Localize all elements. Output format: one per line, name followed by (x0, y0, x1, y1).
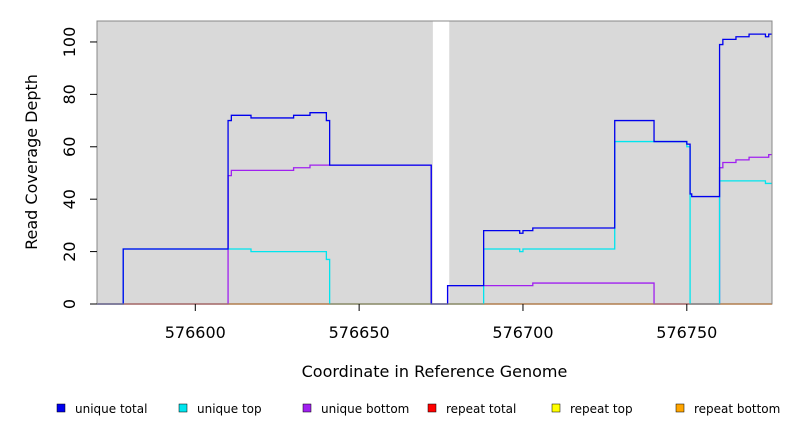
legend-label-unique-total: unique total (75, 402, 147, 416)
legend-label-repeat-bottom: repeat bottom (694, 402, 780, 416)
legend: unique total unique top unique bottom repea… (56, 402, 780, 416)
legend-swatch-unique-bottom (302, 403, 312, 413)
y-tick-label: 80 (60, 84, 79, 104)
legend-swatch-repeat-top (551, 403, 561, 413)
legend-swatch-unique-top (178, 403, 188, 413)
legend-swatch-repeat-bottom (675, 403, 685, 413)
x-tick-label: 576750 (656, 323, 717, 342)
x-tick-label: 576650 (329, 323, 390, 342)
y-tick-label: 0 (60, 299, 79, 309)
gap-region-0 (432, 21, 450, 304)
y-tick-label: 60 (60, 137, 79, 157)
y-tick-label: 20 (60, 241, 79, 261)
legend-label-repeat-top: repeat top (570, 402, 633, 416)
plot-border (96, 20, 773, 305)
y-axis-label: Read Coverage Depth (22, 74, 41, 250)
y-tick-label: 40 (60, 189, 79, 209)
legend-swatch-repeat-total (427, 403, 437, 413)
x-axis-label: Coordinate in Reference Genome (302, 362, 568, 381)
series-line-unique-bottom (97, 153, 772, 305)
legend-label-unique-top: unique top (197, 402, 262, 416)
legend-swatch-unique-total (56, 403, 66, 413)
x-tick-label: 576700 (492, 323, 553, 342)
axes: 576600 576650 576700 576750 0 20 40 60 80 100 (60, 27, 717, 342)
legend-label-unique-bottom: unique bottom (321, 402, 409, 416)
legend-label-repeat-total: repeat total (446, 402, 516, 416)
plot-area (96, 20, 773, 305)
x-tick-label: 576600 (165, 323, 226, 342)
y-tick-label: 100 (60, 27, 79, 58)
series-line-unique-total (97, 33, 772, 305)
